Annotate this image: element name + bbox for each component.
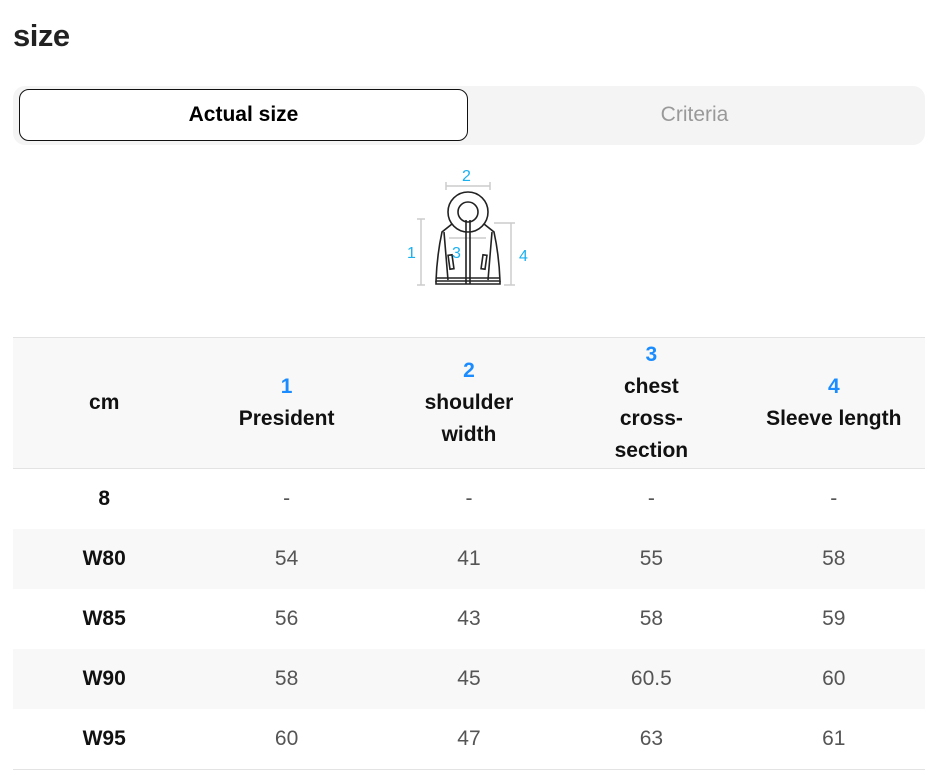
size-label: W90: [13, 649, 196, 709]
table-row: W90 58 45 60.5 60: [13, 649, 925, 709]
measurement-cell: 59: [822, 607, 846, 630]
hooded-jacket-measurement-icon: 2 1 3 4: [407, 168, 528, 286]
measurement-cell: 58: [639, 607, 664, 630]
size-label: W80: [13, 529, 196, 589]
size-tab-toggle: Actual size Criteria: [13, 86, 925, 145]
measurement-cell: 54: [195, 529, 378, 589]
column-header: 1 President: [195, 337, 378, 469]
measurement-cell: 47: [377, 709, 561, 770]
page-title: size: [13, 18, 70, 53]
measurement-cell: -: [647, 487, 655, 510]
size-table: cm 1 President 2 shoulder width 3 chest cro…: [13, 337, 925, 770]
measurement-cell: -: [283, 487, 291, 510]
measurement-cell: -: [465, 487, 473, 510]
tab-actual-size[interactable]: Actual size: [19, 89, 468, 141]
measurement-cell: 56: [274, 607, 299, 630]
column-header: 3 chest cross-section: [560, 337, 743, 469]
measurement-cell: 63: [560, 709, 743, 770]
diagram-label-2: 2: [462, 168, 471, 185]
measurement-cell: 55: [560, 529, 743, 589]
measurement-cell: 41: [377, 529, 561, 589]
measurement-cell: 45: [377, 649, 561, 709]
size-label: W85: [82, 607, 126, 630]
diagram-label-3: 3: [452, 245, 461, 262]
diagram-label-1: 1: [407, 245, 416, 262]
measurement-cell: -: [830, 487, 838, 510]
table-row: W85 56 43 58 59: [13, 589, 925, 649]
size-label: 8: [98, 487, 111, 510]
table-row: W80 54 41 55 58: [13, 529, 925, 589]
column-header: 2 shoulder width: [377, 337, 561, 469]
measurement-cell: 60: [195, 709, 378, 770]
column-header: 4 Sleeve length: [742, 337, 925, 469]
table-row: 8 - - - -: [13, 469, 925, 530]
measurement-cell: 58: [742, 529, 925, 589]
measurement-cell: 43: [457, 607, 481, 630]
unit-header: cm: [13, 337, 196, 469]
measurement-cell: 61: [742, 709, 925, 770]
measurement-cell: 58: [195, 649, 378, 709]
table-header-row: cm 1 President 2 shoulder width 3 chest cro…: [13, 337, 925, 469]
tab-criteria[interactable]: Criteria: [660, 103, 729, 126]
diagram-label-4: 4: [519, 248, 528, 265]
measurement-cell: 60.5: [560, 649, 743, 709]
measurement-cell: 60: [742, 649, 925, 709]
size-label: W95: [13, 709, 196, 770]
table-row: W95 60 47 63 61: [13, 709, 925, 770]
